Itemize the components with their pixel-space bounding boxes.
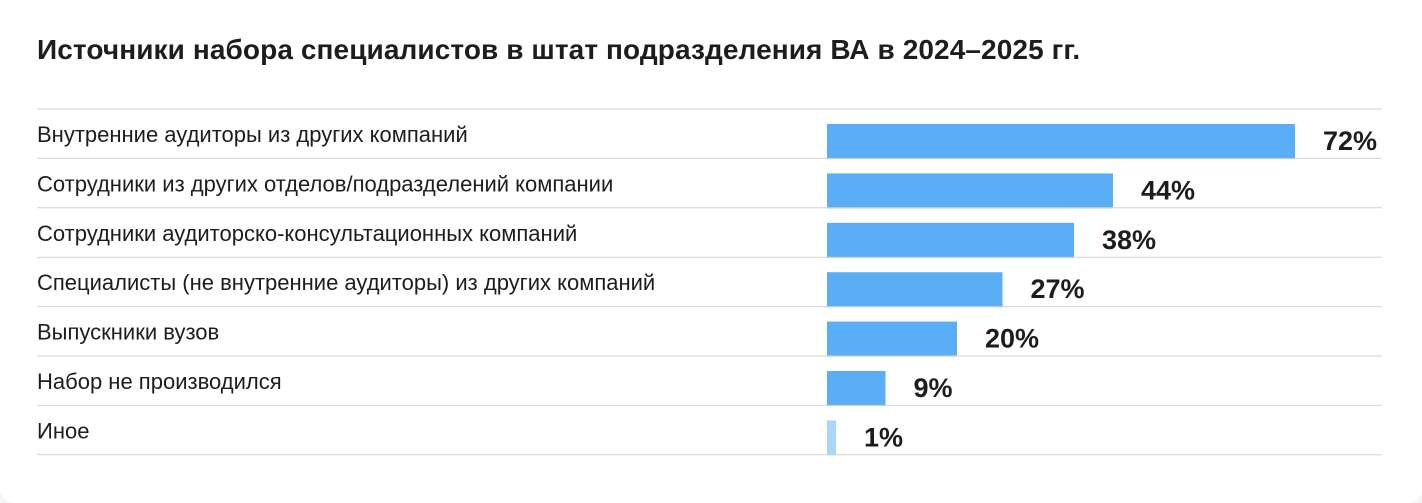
category-label: Набор не производился (37, 369, 282, 394)
value-label: 44% (1141, 175, 1195, 205)
bar (827, 321, 957, 357)
value-label: 38% (1102, 225, 1156, 255)
category-label: Сотрудники из других отделов/подразделен… (37, 171, 613, 196)
value-label: 72% (1323, 126, 1377, 156)
value-label: 1% (864, 422, 903, 452)
bar (827, 420, 836, 456)
category-label: Специалисты (не внутренние аудиторы) из … (37, 270, 655, 295)
chart-title: Источники набора специалистов в штат под… (37, 34, 1081, 65)
category-label: Иное (37, 418, 89, 443)
value-label: 20% (985, 324, 1039, 354)
value-label: 27% (1031, 274, 1085, 304)
bar (827, 173, 1113, 209)
bar (827, 124, 1295, 159)
value-label: 9% (914, 373, 953, 403)
category-label: Выпускники вузов (37, 320, 219, 345)
category-label: Сотрудники аудиторско-консультационных к… (37, 221, 577, 246)
bar (827, 222, 1074, 258)
category-label: Внутренние аудиторы из других компаний (37, 122, 468, 147)
bar (827, 272, 1003, 308)
bar (827, 371, 886, 406)
